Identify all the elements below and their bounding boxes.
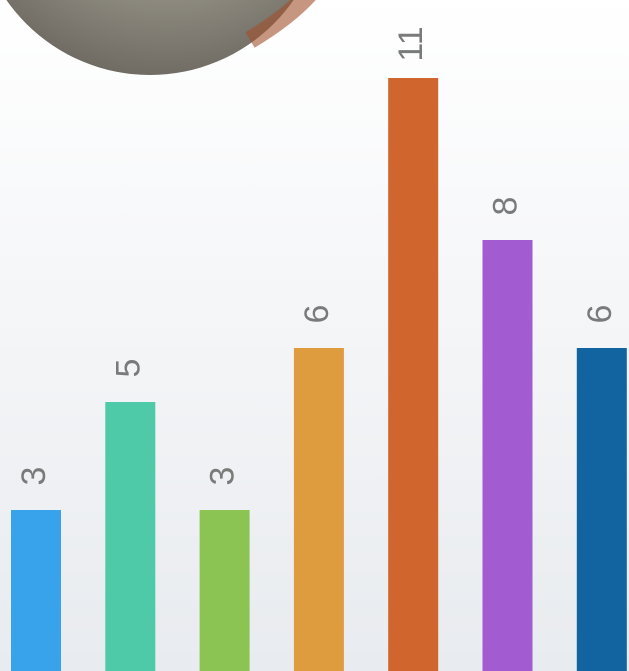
bar: [105, 402, 156, 671]
photo-detail: [245, 0, 316, 48]
bar: [482, 240, 533, 671]
value-label: 6: [298, 305, 336, 324]
value-label: 8: [486, 197, 524, 216]
bar: [199, 510, 250, 671]
value-label: 11: [392, 26, 430, 61]
avatar-photo: [6, 0, 294, 75]
bar: [576, 348, 627, 671]
value-label: 3: [204, 467, 242, 486]
bar: [388, 78, 439, 671]
value-label: 3: [15, 467, 53, 486]
value-label: 5: [109, 359, 147, 378]
bar: [11, 510, 61, 671]
value-label: 6: [581, 305, 619, 324]
bar: [293, 348, 344, 671]
